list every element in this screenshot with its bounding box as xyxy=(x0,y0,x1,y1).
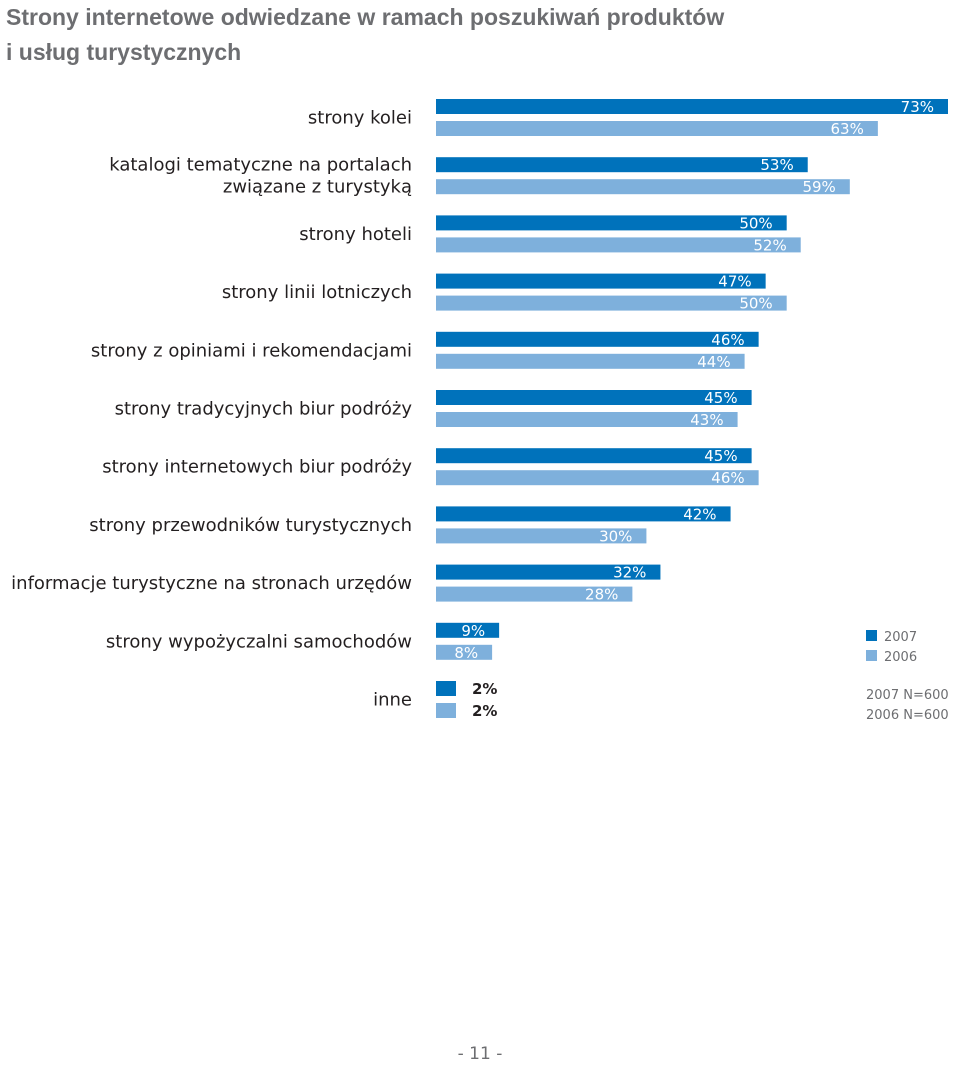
value-label-2006-11: 2% xyxy=(472,702,497,720)
value-label-2007-6: 45% xyxy=(704,389,737,407)
category-label-1: strony kolei xyxy=(308,108,412,129)
bar-2006-5 xyxy=(436,353,745,369)
bar-2006-1 xyxy=(436,121,878,136)
value-label-2007-5: 46% xyxy=(711,331,744,349)
category-label-10: strony wypożyczalni samochodów xyxy=(106,631,412,652)
bar-2006-11 xyxy=(436,703,456,718)
category-label-3: strony hoteli xyxy=(299,224,412,245)
value-label-2007-4: 47% xyxy=(718,273,751,291)
value-label-2007-9: 32% xyxy=(613,564,646,582)
category-label-9: informacje turystyczne na stronach urzęd… xyxy=(11,573,412,594)
bar-2007-4 xyxy=(436,273,766,289)
bar-2007-2 xyxy=(436,157,808,173)
bar-2006-4 xyxy=(436,295,787,311)
page-number: - 11 - xyxy=(457,1044,503,1064)
value-label-2007-7: 45% xyxy=(704,447,737,465)
category-label-11: inne xyxy=(373,690,412,711)
bar-2007-1 xyxy=(436,99,948,114)
bar-2007-7 xyxy=(436,448,752,464)
bar-2006-6 xyxy=(436,412,738,427)
value-label-2006-6: 43% xyxy=(690,411,723,429)
bar-2007-11 xyxy=(436,681,456,696)
value-label-2007-10: 9% xyxy=(461,622,485,640)
value-label-2007-1: 73% xyxy=(901,98,934,116)
value-label-2006-5: 44% xyxy=(697,353,730,371)
bar-chart: 73% 63% 53% 59% 50% 52% 47% 50% 46% 44% 45% 43% 45% 4… xyxy=(11,98,949,723)
bar-2007-5 xyxy=(436,331,759,347)
bars-layer: 73% 63% 53% 59% 50% 52% 47% 50% 46% 44% 45% 43% 45% 4… xyxy=(436,98,948,720)
bar-2006-7 xyxy=(436,470,759,486)
value-label-2006-7: 46% xyxy=(711,469,744,487)
bar-2007-3 xyxy=(436,215,787,231)
category-labels: strony kolei katalogi tematyczne na porta… xyxy=(11,108,412,711)
bar-2006-8 xyxy=(436,528,647,544)
chart-title-line-2: i usług turystycznych xyxy=(6,39,242,65)
value-label-2006-1: 63% xyxy=(831,120,864,138)
legend-swatch-2007 xyxy=(866,630,877,641)
category-label-2-line-1: katalogi tematyczne na portalach xyxy=(109,155,412,176)
bar-2007-9 xyxy=(436,564,661,580)
value-label-2006-3: 52% xyxy=(753,236,786,254)
value-label-2006-8: 30% xyxy=(599,527,632,545)
bar-2007-8 xyxy=(436,506,731,522)
chart-title: Strony internetowe odwiedzane w ramach p… xyxy=(6,0,906,70)
bar-2006-3 xyxy=(436,237,801,253)
value-label-2007-11: 2% xyxy=(472,680,497,698)
value-label-2007-3: 50% xyxy=(739,214,772,232)
category-label-6: strony tradycyjnych biur podróży xyxy=(115,399,413,420)
legend-swatch-2006 xyxy=(866,650,877,661)
value-label-2006-4: 50% xyxy=(739,295,772,313)
bar-2007-6 xyxy=(436,390,752,405)
bar-2006-9 xyxy=(436,586,633,602)
legend-label-2006: 2006 xyxy=(884,650,917,665)
value-label-2007-8: 42% xyxy=(683,505,716,523)
value-label-2006-2: 59% xyxy=(802,178,835,196)
category-label-7: strony internetowych biur podróży xyxy=(102,457,412,478)
legend-label-2007: 2007 xyxy=(884,630,917,645)
legend: 2007 2006 2007 N=600 2006 N=600 xyxy=(866,630,949,723)
sample-size-note-2: 2006 N=600 xyxy=(866,708,949,723)
value-label-2006-10: 8% xyxy=(454,644,478,662)
category-label-5: strony z opiniami i rekomendacjami xyxy=(91,340,412,361)
bar-2006-10 xyxy=(436,644,493,660)
bar-2006-2 xyxy=(436,179,850,195)
value-label-2006-9: 28% xyxy=(585,586,618,604)
category-label-4: strony linii lotniczych xyxy=(222,282,412,303)
category-label-2-line-2: związane z turystyką xyxy=(223,177,412,198)
bar-2007-10 xyxy=(436,622,500,638)
category-label-8: strony przewodników turystycznych xyxy=(89,515,412,536)
sample-size-note-1: 2007 N=600 xyxy=(866,688,949,703)
value-label-2007-2: 53% xyxy=(760,156,793,174)
chart-title-line-1: Strony internetowe odwiedzane w ramach p… xyxy=(6,4,725,30)
